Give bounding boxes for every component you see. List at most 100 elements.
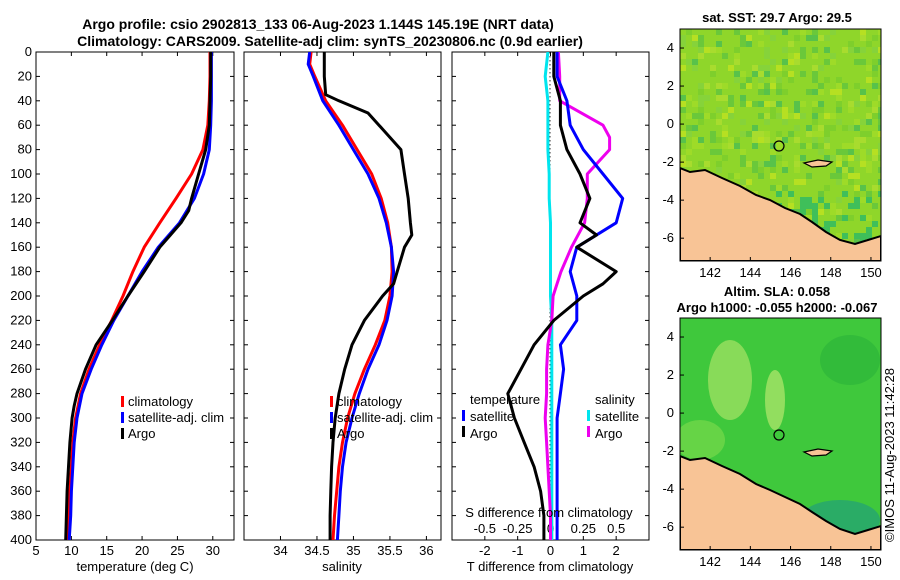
sst-cell (758, 71, 764, 77)
sst-cell (854, 233, 860, 239)
sst-cell (752, 161, 758, 167)
y-tick-label: 20 (18, 68, 32, 83)
sst-cell (794, 35, 800, 41)
sst-cell (680, 65, 686, 71)
sst-cell (698, 137, 704, 143)
lon-tick-label: 150 (860, 554, 882, 569)
sst-cell (764, 47, 770, 53)
lon-tick-label: 142 (699, 265, 721, 280)
sst-cell (878, 155, 881, 161)
y-tick-label: 100 (10, 166, 32, 181)
sst-cell (746, 179, 752, 185)
sst-cell (698, 53, 704, 59)
sst-cell (866, 227, 872, 233)
sst-cell (848, 125, 854, 131)
sst-cell (746, 83, 752, 89)
sst-cell (878, 143, 881, 149)
sst-cell (752, 101, 758, 107)
y-tick-label: 40 (18, 93, 32, 108)
sst-cell (758, 83, 764, 89)
lon-tick-label: 148 (820, 554, 842, 569)
salinity-xlabel: salinity (322, 559, 362, 574)
sst-cell (842, 149, 848, 155)
sst-cell (818, 149, 824, 155)
argo-temperature-diff-line (506, 52, 618, 540)
sst-cell (824, 137, 830, 143)
x-tick-label: 34 (273, 543, 287, 558)
sst-cell (758, 167, 764, 173)
sst-cell (794, 59, 800, 65)
y-tick-label: 240 (10, 337, 32, 352)
sst-cell (830, 89, 836, 95)
sst-cell (824, 203, 830, 209)
x-tick-label: 36 (419, 543, 433, 558)
y-tick-label: 0 (25, 44, 32, 59)
sst-cell (818, 131, 824, 137)
sst-cell (716, 149, 722, 155)
sst-cell (818, 83, 824, 89)
sst-cell (770, 59, 776, 65)
sst-cell (770, 161, 776, 167)
legend-satellite-marker (330, 412, 333, 423)
sst-cell (854, 143, 860, 149)
sst-cell (872, 107, 878, 113)
legend-t-satellite-label: satellite (470, 409, 514, 424)
sst-cell (878, 107, 881, 113)
sst-cell (836, 77, 842, 83)
sst-cell (854, 197, 860, 203)
sst-cell (782, 71, 788, 77)
sst-cell (848, 179, 854, 185)
sst-cell (734, 53, 740, 59)
sst-cell (818, 89, 824, 95)
sst-cell (788, 113, 794, 119)
sst-cell (716, 89, 722, 95)
sst-cell (824, 47, 830, 53)
sst-cell (854, 185, 860, 191)
sst-cell (740, 131, 746, 137)
sst-cell (806, 35, 812, 41)
salinity-legend: climatology satellite-adj. clim Argo (330, 394, 433, 441)
sst-cell (734, 143, 740, 149)
sst-cell (812, 131, 818, 137)
sst-cell (710, 47, 716, 53)
sst-cell (782, 119, 788, 125)
sst-cell (818, 209, 824, 215)
sst-cell (782, 113, 788, 119)
sst-cell (866, 65, 872, 71)
sst-cell (836, 119, 842, 125)
lon-tick-label: 142 (699, 554, 721, 569)
sst-cell (734, 29, 740, 35)
sst-cell (812, 113, 818, 119)
sst-cell (716, 161, 722, 167)
sst-cell (872, 131, 878, 137)
sst-cell (686, 125, 692, 131)
sst-cell (692, 59, 698, 65)
sst-cell (740, 149, 746, 155)
sst-cell (872, 185, 878, 191)
sst-cell (734, 173, 740, 179)
sst-cell (740, 41, 746, 47)
sst-cell (794, 101, 800, 107)
x-tick-label: 25 (170, 543, 184, 558)
sst-cell (830, 53, 836, 59)
sst-cell (776, 131, 782, 137)
sst-cell (770, 113, 776, 119)
sst-cell (878, 149, 881, 155)
salinity-panel: 34 34.5 35 35.5 36 salinity climatology sate… (243, 51, 442, 574)
sst-cell (698, 161, 704, 167)
s-diff-tick-label: -0.5 (474, 521, 496, 536)
sst-cell (770, 185, 776, 191)
sst-cell (740, 179, 746, 185)
sst-cell (800, 71, 806, 77)
sst-cell (758, 41, 764, 47)
sst-map: sat. SST: 29.7 Argo: 29.5 142 144 146 148 15… (662, 10, 881, 280)
sst-cell (860, 137, 866, 143)
sst-cell (770, 167, 776, 173)
sst-cell (872, 83, 878, 89)
sst-cell (836, 107, 842, 113)
sst-cell (812, 143, 818, 149)
lat-tick-label: 4 (667, 329, 674, 344)
sst-cell (764, 71, 770, 77)
sst-cell (800, 47, 806, 53)
sst-cell (776, 185, 782, 191)
